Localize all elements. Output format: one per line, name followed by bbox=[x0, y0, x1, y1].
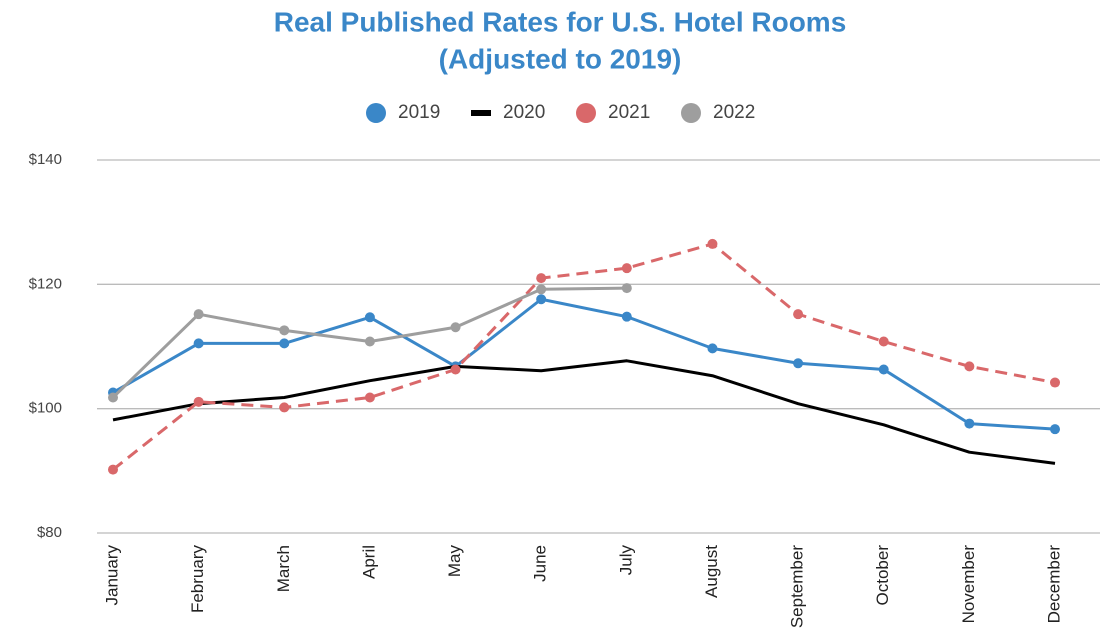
data-point bbox=[536, 284, 547, 295]
data-point bbox=[621, 263, 632, 274]
data-point bbox=[108, 464, 118, 475]
legend-label: 2022 bbox=[713, 102, 755, 123]
data-point bbox=[279, 338, 290, 349]
x-tick-label: December bbox=[1044, 545, 1063, 624]
data-point bbox=[450, 322, 461, 333]
legend-label: 2020 bbox=[503, 102, 545, 123]
legend-swatch bbox=[366, 103, 386, 123]
legend-swatch bbox=[576, 103, 596, 123]
data-point bbox=[621, 283, 632, 294]
data-point bbox=[1050, 424, 1060, 435]
chart-subtitle: (Adjusted to 2019) bbox=[439, 43, 682, 74]
x-tick-label: March bbox=[274, 545, 293, 592]
data-point bbox=[193, 309, 204, 320]
x-tick-label: January bbox=[102, 545, 121, 606]
y-tick-label: $80 bbox=[37, 524, 62, 541]
data-point bbox=[707, 343, 718, 354]
data-point bbox=[279, 402, 290, 413]
data-point bbox=[878, 336, 889, 347]
data-point bbox=[108, 392, 118, 403]
data-point bbox=[193, 396, 204, 407]
x-tick-label: June bbox=[531, 545, 550, 582]
data-point bbox=[878, 364, 889, 375]
data-point bbox=[279, 325, 290, 336]
data-point bbox=[364, 312, 375, 323]
x-tick-label: February bbox=[188, 545, 207, 614]
data-point bbox=[964, 361, 975, 372]
series-line bbox=[112, 297, 1056, 431]
data-point bbox=[364, 392, 375, 403]
x-tick-label: August bbox=[702, 545, 721, 598]
x-tick-label: May bbox=[445, 545, 464, 578]
y-tick-label: $120 bbox=[29, 275, 62, 292]
data-point bbox=[793, 309, 804, 320]
data-point bbox=[536, 273, 547, 284]
legend-swatch bbox=[681, 103, 701, 123]
x-tick-label: October bbox=[873, 545, 892, 606]
data-point bbox=[450, 364, 461, 375]
x-tick-label: November bbox=[959, 545, 978, 624]
legend-swatch bbox=[471, 110, 491, 116]
data-point bbox=[1050, 377, 1060, 388]
data-point bbox=[621, 311, 632, 322]
data-point bbox=[193, 338, 204, 349]
data-point bbox=[707, 238, 718, 249]
series-line bbox=[112, 359, 1056, 465]
y-tick-label: $100 bbox=[29, 400, 62, 417]
data-point bbox=[536, 294, 547, 305]
y-tick-label: $140 bbox=[29, 151, 62, 168]
data-point bbox=[793, 358, 804, 369]
legend-label: 2021 bbox=[608, 102, 650, 123]
x-tick-label: September bbox=[788, 545, 807, 628]
x-tick-label: April bbox=[359, 545, 378, 579]
x-tick-label: July bbox=[616, 545, 635, 576]
chart-title: Real Published Rates for U.S. Hotel Room… bbox=[274, 6, 847, 37]
legend-label: 2019 bbox=[398, 102, 440, 123]
series-line bbox=[112, 242, 1056, 471]
data-point bbox=[964, 418, 975, 429]
data-point bbox=[364, 336, 375, 347]
